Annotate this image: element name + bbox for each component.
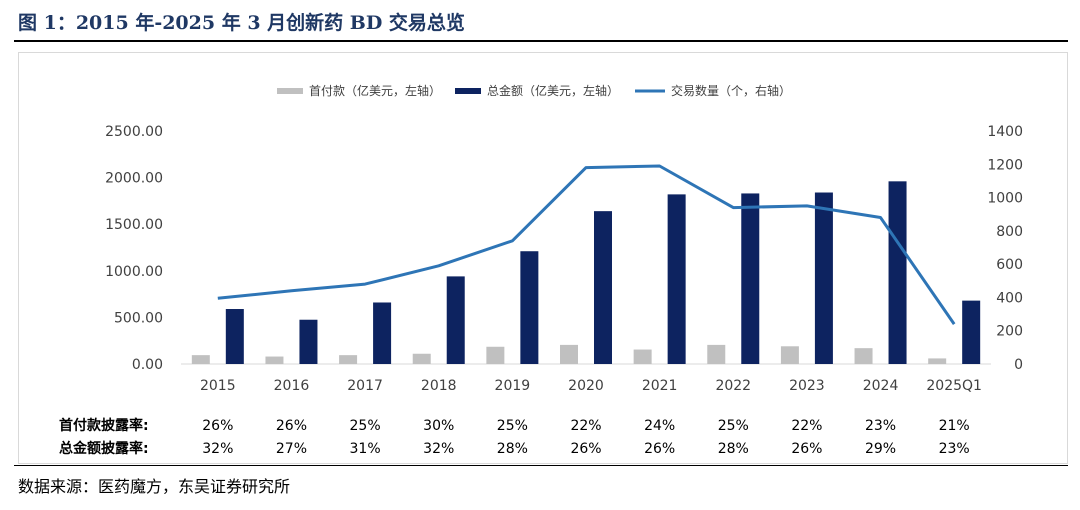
total-bar — [446, 276, 465, 364]
y-right-tick-label: 400 — [996, 290, 1023, 306]
rate-value: 32% — [202, 441, 233, 457]
y-right-tick-label: 1000 — [987, 191, 1023, 207]
rate-value: 29% — [865, 441, 896, 457]
total-bar — [667, 194, 686, 364]
rate-value: 25% — [350, 418, 381, 434]
y-left-tick-label: 500.00 — [114, 310, 163, 326]
figure-title: 图 1：2015 年-2025 年 3 月创新药 BD 交易总览 — [18, 12, 465, 34]
legend-label: 总金额（亿美元，左轴） — [487, 83, 619, 98]
rate-value: 26% — [570, 441, 601, 457]
total-bar — [225, 309, 244, 364]
rate-row-label: 总金额披露率: — [59, 440, 149, 457]
rate-value: 32% — [423, 441, 454, 457]
legend-key-upfront — [277, 88, 303, 94]
total-bar — [520, 251, 539, 364]
x-tick-label: 2015 — [200, 378, 236, 394]
x-tick-label: 2017 — [347, 378, 383, 394]
x-tick-label: 2022 — [715, 378, 751, 394]
chart-frame: 0.00 500.00 1000.00 1500.00 2000.00 2500.00 0 2… — [18, 52, 1068, 464]
upfront-bar — [191, 355, 210, 364]
total-bar — [373, 302, 392, 364]
rate-value: 26% — [644, 441, 675, 457]
upfront-bar — [265, 356, 284, 364]
y-right-tick-label: 0 — [1014, 357, 1023, 373]
rate-value: 25% — [718, 418, 749, 434]
y-left-tick-label: 2000.00 — [105, 171, 163, 187]
y-right-tick-label: 1200 — [987, 157, 1023, 173]
rate-value: 27% — [276, 441, 307, 457]
rate-value: 26% — [791, 441, 822, 457]
rate-value: 26% — [276, 418, 307, 434]
rate-value: 22% — [791, 418, 822, 434]
total-bar — [814, 192, 833, 364]
source-note: 数据来源：医药魔方，东吴证券研究所 — [18, 477, 291, 496]
x-tick-label: 2018 — [421, 378, 457, 394]
rate-value: 28% — [497, 441, 528, 457]
rate-value: 24% — [644, 418, 675, 434]
y-right-tick-label: 600 — [996, 257, 1023, 273]
upfront-bar — [339, 355, 358, 364]
rate-value: 26% — [202, 418, 233, 434]
rate-value: 21% — [939, 418, 970, 434]
upfront-bar — [928, 358, 947, 364]
total-bar — [962, 300, 981, 364]
upfront-bar — [780, 346, 799, 364]
x-tick-label: 2020 — [568, 378, 604, 394]
x-tick-label: 2016 — [274, 378, 310, 394]
total-bar — [594, 211, 612, 364]
x-tick-label: 2021 — [642, 378, 678, 394]
total-bar — [299, 319, 318, 364]
legend-key-deal-count — [635, 89, 665, 93]
upfront-bar — [486, 346, 505, 364]
rate-value: 25% — [497, 418, 528, 434]
y-left-tick-label: 1500.00 — [105, 217, 163, 233]
rate-value: 23% — [865, 418, 896, 434]
total-bar — [741, 193, 760, 364]
rate-value: 23% — [939, 441, 970, 457]
y-left-tick-label: 0.00 — [132, 357, 163, 373]
y-left-tick-label: 2500.00 — [105, 124, 163, 140]
upfront-bar — [412, 353, 431, 364]
legend-label: 首付款（亿美元，左轴） — [309, 83, 441, 98]
y-left-tick-label: 1000.00 — [105, 264, 163, 280]
x-tick-label: 2019 — [495, 378, 531, 394]
legend-label: 交易数量（个，右轴） — [671, 83, 791, 98]
x-tick-label: 2025Q1 — [926, 378, 982, 394]
y-right-tick-label: 800 — [996, 224, 1023, 240]
legend-key-total — [455, 88, 481, 94]
rate-value: 30% — [423, 418, 454, 434]
y-right-tick-label: 200 — [996, 324, 1023, 340]
y-right-tick-label: 1400 — [987, 124, 1023, 140]
x-tick-label: 2024 — [863, 378, 899, 394]
total-bar — [888, 181, 907, 364]
combo-chart: 0.00 500.00 1000.00 1500.00 2000.00 2500.00 0 2… — [59, 83, 1023, 457]
x-tick-label: 2023 — [789, 378, 825, 394]
upfront-bar — [633, 349, 652, 364]
rate-value: 31% — [350, 441, 381, 457]
upfront-bar — [707, 344, 726, 364]
rate-value: 22% — [570, 418, 601, 434]
title-rule — [14, 40, 1068, 42]
upfront-bar — [560, 344, 578, 364]
rate-row-label: 首付款披露率: — [59, 417, 149, 434]
rate-value: 28% — [718, 441, 749, 457]
source-rule — [14, 465, 1068, 466]
upfront-bar — [854, 348, 873, 364]
deal-count-line — [217, 164, 956, 325]
